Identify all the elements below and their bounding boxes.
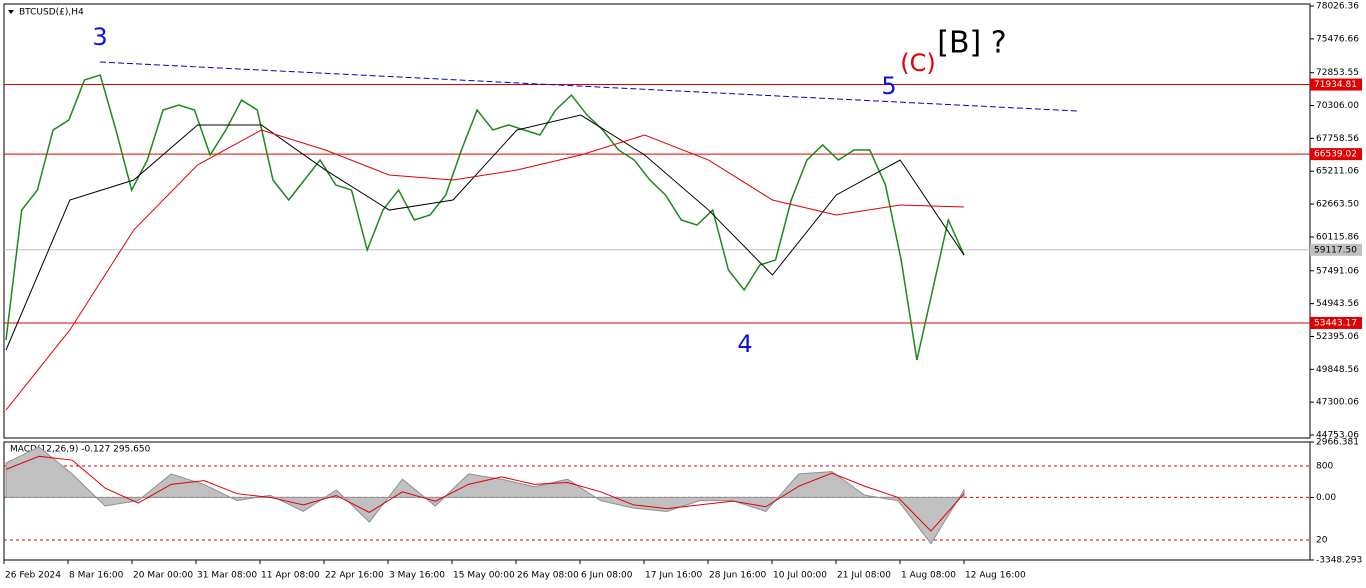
level-label: 20 xyxy=(1316,536,1328,546)
signal-line xyxy=(5,455,965,532)
y-tick-label: 2966.381 xyxy=(1316,438,1359,448)
histogram-area xyxy=(5,446,965,545)
x-tick-label: 20 Mar 00:00 xyxy=(133,571,193,581)
y-tick-label: 52395.06 xyxy=(1316,332,1359,342)
price-tag-label: 53443.17 xyxy=(1314,318,1357,328)
x-tick-label: 21 Jul 08:00 xyxy=(837,571,891,581)
x-tick-label: 3 May 16:00 xyxy=(389,571,445,581)
y-tick-label: -3348.293 xyxy=(1316,556,1362,566)
y-tick-label: 60115.86 xyxy=(1316,232,1359,242)
y-tick-label: 54943.56 xyxy=(1316,299,1359,309)
y-tick-label: 44753.06 xyxy=(1316,430,1359,440)
wave-label: 5 xyxy=(881,72,896,100)
current-price-label: 59117.50 xyxy=(1314,245,1357,255)
y-tick-label: 0.00 xyxy=(1316,493,1336,503)
wave-label: 4 xyxy=(737,330,752,358)
main-panel xyxy=(3,3,1311,439)
y-tick-label: 75476.66 xyxy=(1316,34,1359,44)
price-line xyxy=(5,129,965,411)
y-tick-label: 65211.06 xyxy=(1316,167,1359,177)
price-tag xyxy=(1310,78,1362,91)
price-tag-label: 66539.02 xyxy=(1314,150,1357,160)
y-tick-label: 78026.36 xyxy=(1316,2,1359,12)
current-price-tag xyxy=(1310,243,1362,256)
y-tick-label: 70306.00 xyxy=(1316,101,1359,111)
price-tag-label: 71934.81 xyxy=(1314,80,1357,90)
y-tick-label: 47300.06 xyxy=(1316,398,1359,408)
y-tick-label: 62663.50 xyxy=(1316,200,1359,210)
y-tick-label: 49848.56 xyxy=(1316,365,1359,375)
wave-label: 3 xyxy=(92,23,107,51)
level-label: 800 xyxy=(1316,462,1333,472)
x-tick-label: 12 Aug 16:00 xyxy=(965,571,1026,581)
x-tick-label: 22 Apr 16:00 xyxy=(325,571,384,581)
x-tick-label: 17 Jun 16:00 xyxy=(645,571,702,581)
x-tick-label: 28 Jun 16:00 xyxy=(709,571,766,581)
price-tag xyxy=(1310,148,1362,161)
symbol-label: BTCUSD(£),H4 xyxy=(19,8,84,18)
y-tick-label: 67758.56 xyxy=(1316,134,1359,144)
x-tick-label: 26 Feb 2024 xyxy=(5,571,61,581)
trendline xyxy=(99,61,1078,112)
indicator-title: MACD(12,26,9) -0.127 295.650 xyxy=(10,445,151,455)
x-tick-label: 31 Mar 08:00 xyxy=(197,571,257,581)
x-tick-label: 26 May 08:00 xyxy=(517,571,579,581)
price-line xyxy=(5,114,965,351)
menu-arrow[interactable] xyxy=(8,10,14,14)
y-tick-label: 57491.06 xyxy=(1316,266,1359,276)
y-tick-label: 72853.55 xyxy=(1316,68,1359,78)
price-tag xyxy=(1310,316,1362,329)
x-tick-label: 1 Aug 08:00 xyxy=(901,571,956,581)
wave-label: (C) xyxy=(900,49,935,77)
price-line xyxy=(5,74,965,361)
x-tick-label: 11 Apr 08:00 xyxy=(261,571,320,581)
x-tick-label: 10 Jul 00:00 xyxy=(773,571,827,581)
x-tick-label: 8 Mar 16:00 xyxy=(69,571,124,581)
x-tick-label: 6 Jun 08:00 xyxy=(581,571,633,581)
wave-label: [B] ? xyxy=(937,26,1006,61)
x-tick-label: 15 May 00:00 xyxy=(453,571,515,581)
